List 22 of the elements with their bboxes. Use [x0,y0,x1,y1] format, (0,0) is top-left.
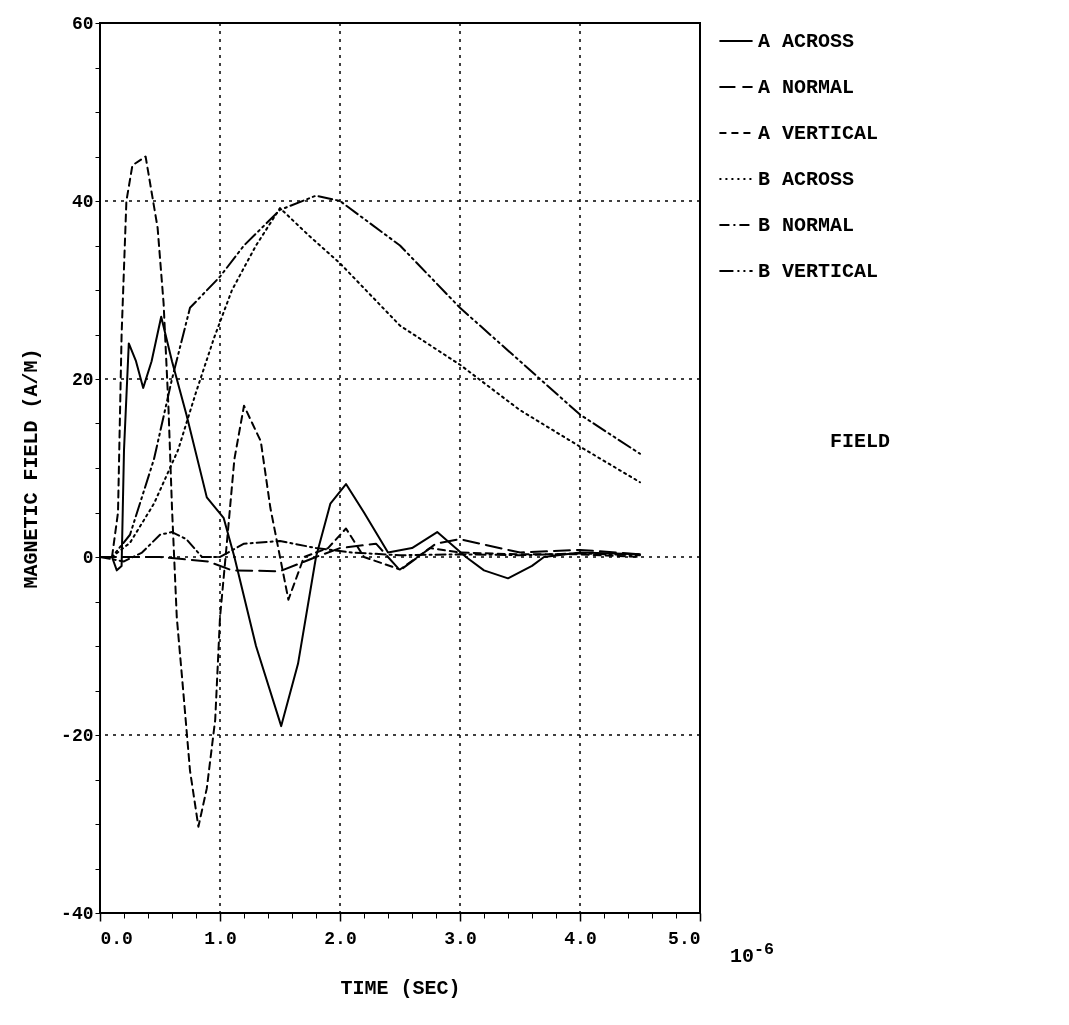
y-axis-title: MAGNETIC FIELD (A/M) [20,348,44,589]
y-tick-label: -20 [61,725,94,746]
x-tick-label: 3.0 [444,928,477,949]
legend-label: B NORMAL [758,214,855,237]
legend-label: B ACROSS [758,168,855,191]
legend-label: B VERTICAL [758,260,879,283]
x-tick-label: 0.0 [100,928,133,949]
legend-label: A NORMAL [758,76,855,99]
text: 10$^{-6}$ [730,940,775,968]
x-tick-label: 2.0 [324,928,357,949]
y-tick-label: 0 [82,547,94,568]
x-axis-title: TIME (SEC) [340,976,461,1000]
x-tick-label: 4.0 [564,928,597,949]
x-tick-label: 1.0 [204,928,237,949]
legend-label: A ACROSS [758,30,855,53]
y-tick-label: 40 [71,191,94,212]
x-tick-label: 5.0 [668,928,701,949]
legend-label: A VERTICAL [758,122,879,145]
y-tick-label: 60 [71,13,94,34]
y-tick-label: 20 [71,369,94,390]
y-tick-label: -40 [61,903,94,924]
text: FIELD [830,430,891,453]
